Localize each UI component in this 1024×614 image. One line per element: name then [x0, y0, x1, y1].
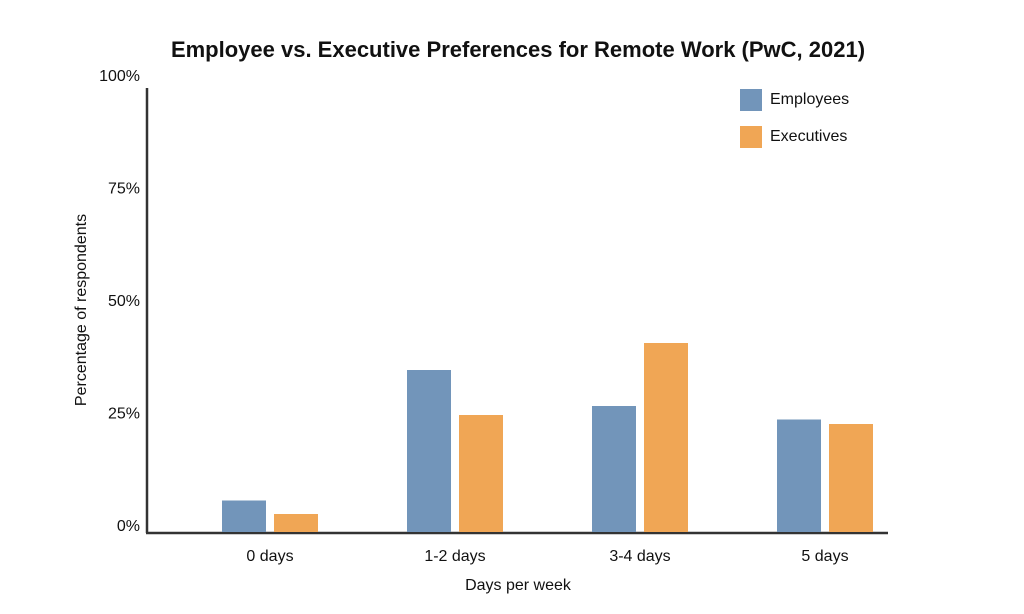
- bar: [459, 415, 503, 532]
- x-tick-label: 3-4 days: [609, 548, 670, 565]
- y-tick-label: 50%: [108, 293, 140, 310]
- bar: [592, 406, 636, 532]
- y-axis-label: Percentage of respondents: [73, 214, 90, 406]
- bar: [644, 343, 688, 532]
- bar: [274, 514, 318, 532]
- y-tick-label: 75%: [108, 181, 140, 198]
- bar: [829, 424, 873, 532]
- legend-swatch: [740, 126, 762, 148]
- legend-label: Executives: [770, 128, 847, 145]
- x-tick-label: 5 days: [801, 548, 848, 565]
- y-tick-label: 100%: [99, 68, 140, 85]
- bar: [222, 500, 266, 532]
- bar: [407, 370, 451, 532]
- legend-swatch: [740, 89, 762, 111]
- x-axis-label: Days per week: [465, 577, 572, 594]
- bar: [777, 419, 821, 532]
- chart-title: Employee vs. Executive Preferences for R…: [171, 37, 865, 62]
- y-tick-label: 0%: [117, 518, 140, 535]
- x-tick-label: 1-2 days: [424, 548, 485, 565]
- x-tick-label: 0 days: [246, 548, 293, 565]
- y-tick-label: 25%: [108, 406, 140, 423]
- legend-label: Employees: [770, 91, 849, 108]
